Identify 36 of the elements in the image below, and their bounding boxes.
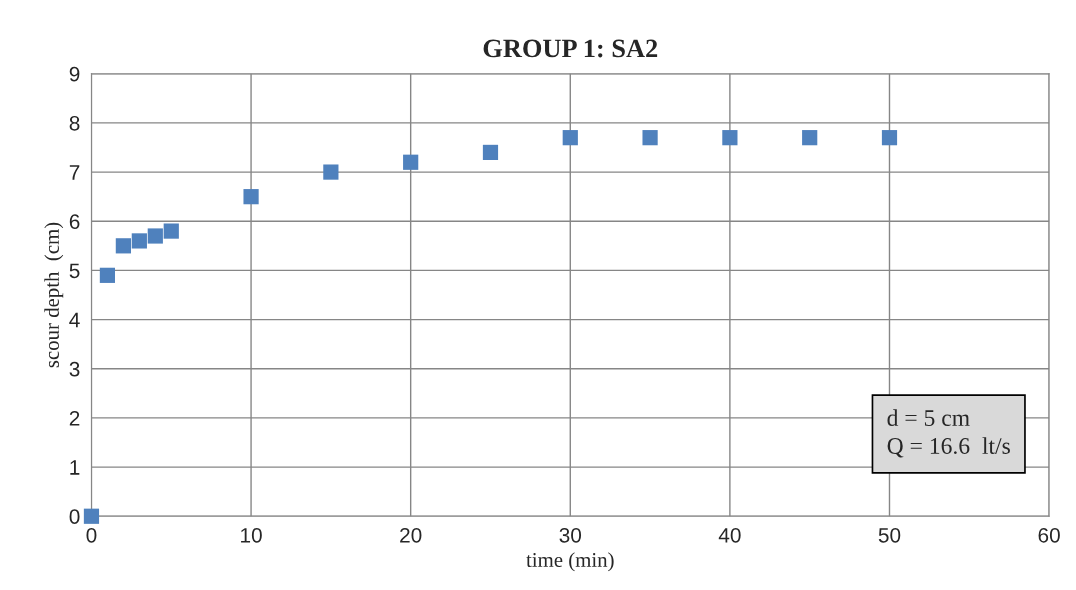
point [642, 130, 658, 146]
point [802, 130, 818, 146]
y-tick-label: 4 [69, 312, 80, 328]
y-tick-label: 9 [69, 66, 80, 82]
point [482, 144, 499, 161]
point [323, 164, 339, 180]
y-axis-title: scour depth (cm) [44, 222, 64, 368]
point [562, 130, 578, 146]
x-tick-label: 50 [878, 527, 901, 543]
x-tick-label: 10 [241, 527, 262, 543]
x-tick-label: 30 [559, 527, 582, 543]
point [83, 508, 100, 524]
x-axis-title: time (min) [526, 552, 614, 572]
y-tick-label: 8 [69, 115, 80, 131]
point [131, 233, 147, 249]
point [115, 238, 131, 254]
y-tick-label: 3 [69, 361, 80, 377]
y-tick-label: 5 [69, 263, 80, 279]
x-tick-label: 60 [1038, 527, 1060, 543]
point [403, 154, 419, 170]
chart-title: GROUP 1: SA2 [483, 39, 658, 58]
x-tick-label: 20 [400, 527, 422, 543]
y-tick-label: 1 [70, 460, 80, 475]
point [881, 130, 898, 146]
annotation: d = 5 cm Q = 16.6 lt/s [887, 409, 1010, 458]
y-tick-label: 2 [69, 410, 80, 426]
point [99, 267, 116, 283]
y-tick-label: 0 [69, 509, 80, 524]
y-tick-label: 6 [69, 214, 80, 229]
point [147, 228, 163, 244]
x-tick-label: 40 [718, 527, 741, 543]
point [243, 189, 259, 205]
y-tick-label: 7 [69, 165, 80, 180]
point [722, 130, 738, 146]
x-tick-label: 0 [86, 527, 97, 543]
point [163, 223, 179, 239]
